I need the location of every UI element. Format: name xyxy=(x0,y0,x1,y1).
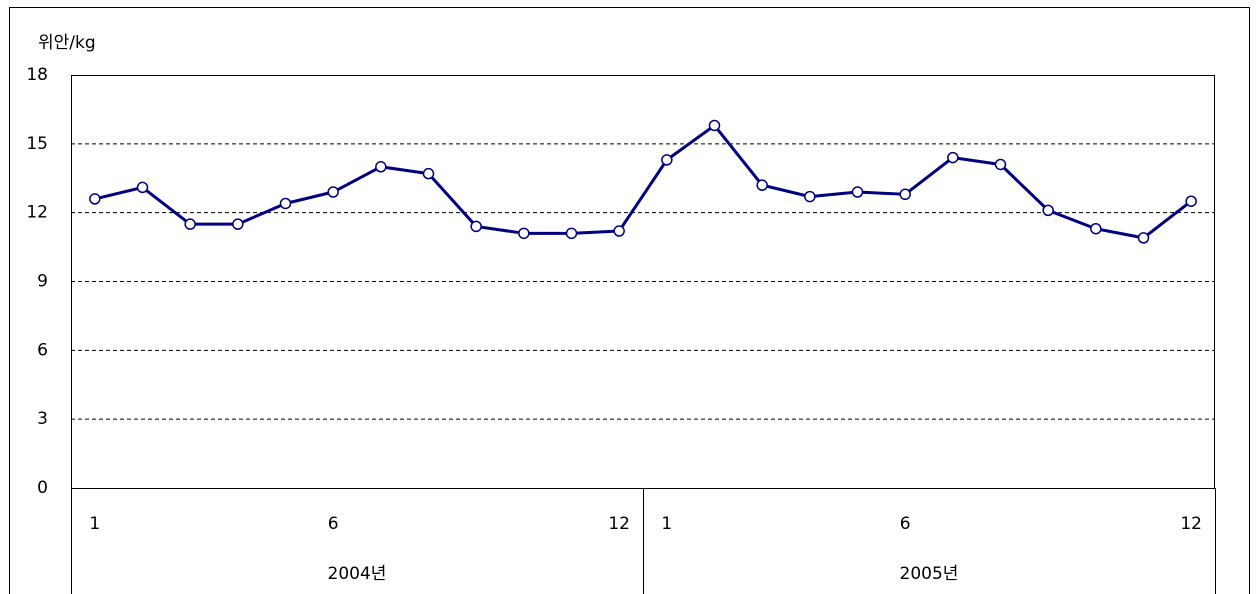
point xyxy=(89,193,101,205)
y-axis-label: 위안/kg xyxy=(38,33,96,53)
point xyxy=(279,197,292,210)
line xyxy=(94,123,1193,240)
point xyxy=(422,167,435,180)
x-tick-label: 1 xyxy=(661,514,672,534)
y-tick-label: 15 xyxy=(26,134,48,154)
point xyxy=(327,186,339,198)
point xyxy=(756,179,768,191)
point xyxy=(136,181,149,194)
point xyxy=(661,154,673,166)
x-tick-label: 1 xyxy=(89,514,100,534)
point xyxy=(947,151,959,164)
point xyxy=(518,227,530,240)
group-label: 2004년 xyxy=(328,564,387,584)
point xyxy=(184,218,196,230)
x-tick-label: 12 xyxy=(608,514,630,534)
y-tick-label: 18 xyxy=(26,65,48,85)
x-tick-label: 12 xyxy=(1180,514,1202,534)
point xyxy=(565,227,578,240)
point xyxy=(470,220,482,233)
y-tick-label: 9 xyxy=(37,272,48,292)
x-tick-label: 6 xyxy=(328,514,339,534)
point xyxy=(375,161,387,173)
x-tick-label: 6 xyxy=(900,514,911,534)
y-tick-label: 0 xyxy=(37,478,48,498)
point xyxy=(899,188,911,201)
y-tick-label: 6 xyxy=(37,340,48,360)
point xyxy=(851,186,864,198)
point xyxy=(1042,204,1054,217)
point xyxy=(1137,232,1150,244)
point xyxy=(1090,222,1102,235)
point xyxy=(708,119,721,132)
point xyxy=(1185,195,1197,207)
y-tick-label: 3 xyxy=(37,409,48,429)
point xyxy=(804,190,816,203)
point xyxy=(994,158,1007,171)
group-label: 2005년 xyxy=(900,564,959,584)
outer-frame xyxy=(9,7,1250,594)
point xyxy=(613,225,625,237)
point xyxy=(232,218,244,230)
y-tick-label: 12 xyxy=(26,203,48,223)
